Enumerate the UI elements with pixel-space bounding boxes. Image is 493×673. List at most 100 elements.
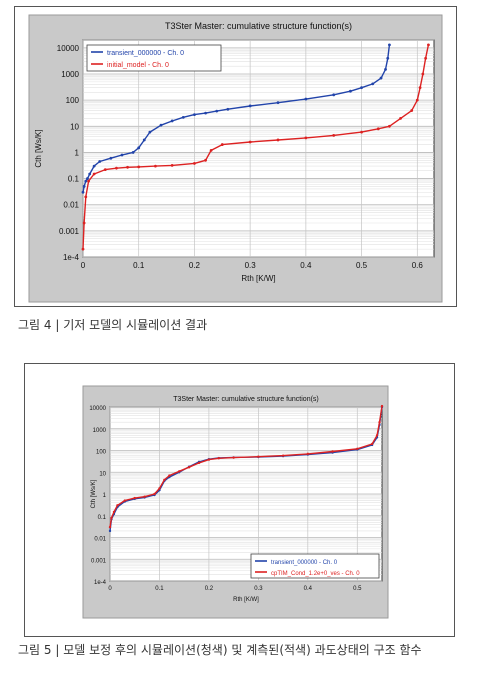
x-tick-label: 0.4	[300, 261, 312, 270]
legend: transient_000000 - Ch. 0 initial_model - …	[86, 44, 222, 72]
series-marker	[170, 119, 174, 123]
y-tick-label: 1e-4	[94, 580, 107, 586]
y-tick-label: 0.001	[91, 558, 107, 564]
series-marker	[332, 93, 336, 97]
y-tick-label: 10	[99, 471, 106, 477]
y-tick-label: 0.1	[98, 515, 107, 521]
series-marker	[356, 447, 359, 450]
series-marker	[81, 190, 85, 194]
series-marker	[332, 133, 336, 137]
plot-area	[82, 39, 435, 258]
figure-4-caption: 그림 4 | 기저 모델의 시뮬레이션 결과	[18, 318, 208, 332]
y-tick-label: 1	[103, 493, 107, 499]
series-marker	[193, 113, 196, 117]
series-marker	[380, 404, 384, 408]
chart-title: T3Ster Master: cumulative structure func…	[165, 21, 352, 31]
series-marker	[86, 177, 89, 180]
y-tick-label: 1000	[61, 70, 79, 79]
series-marker	[388, 43, 391, 47]
series-marker	[248, 104, 252, 108]
series-marker	[375, 434, 379, 437]
x-tick-label: 0	[81, 261, 86, 270]
series-marker	[84, 179, 88, 183]
series-marker	[110, 516, 113, 520]
y-tick-label: 1000	[93, 428, 107, 434]
y-tick-label: 10000	[89, 406, 106, 412]
series-marker	[116, 504, 119, 507]
series-marker	[204, 158, 207, 162]
legend-box	[250, 553, 380, 579]
series-marker	[226, 107, 230, 111]
x-tick-label: 0.3	[245, 261, 257, 270]
series-marker	[153, 492, 156, 496]
legend: transient_000000 - Ch. 0 cpTIM_Cond_1.2e+…	[250, 553, 380, 579]
x-tick-label: 0.6	[412, 261, 424, 270]
chart-title: T3Ster Master: cumulative structure func…	[173, 396, 319, 403]
y-tick-label: 1e-4	[63, 253, 80, 262]
series-marker	[120, 153, 124, 157]
x-tick-label: 0.2	[189, 261, 201, 270]
series-marker	[82, 185, 86, 188]
y-tick-label: 100	[66, 96, 80, 105]
x-axis-label: Rth [K/W]	[241, 274, 275, 283]
series-marker	[215, 109, 219, 113]
series-marker	[370, 442, 374, 446]
x-axis-label: Rth [K/W]	[233, 597, 259, 603]
legend-entry: cpTIM_Cond_1.2e+0_ves - Ch. 0	[271, 571, 360, 577]
legend-box	[86, 44, 222, 72]
series-marker	[112, 510, 116, 514]
series-marker	[306, 452, 310, 456]
series-marker	[154, 164, 157, 168]
series-marker	[331, 450, 334, 453]
series-marker	[82, 221, 86, 225]
series-marker	[126, 165, 129, 169]
series-marker	[168, 474, 171, 477]
series-marker	[349, 89, 352, 93]
series-marker	[187, 466, 191, 469]
y-tick-label: 100	[96, 450, 107, 456]
series-marker	[427, 43, 430, 47]
series-line	[109, 405, 383, 528]
series-marker	[276, 138, 280, 142]
series-marker	[399, 117, 402, 120]
series-marker	[115, 166, 118, 170]
x-tick-label: 0.1	[133, 261, 145, 270]
series-marker	[204, 111, 207, 115]
x-tick-label: 0.1	[155, 586, 164, 592]
series-marker	[103, 168, 107, 172]
series-marker	[257, 455, 260, 458]
series-marker	[207, 458, 211, 461]
series-marker	[170, 163, 174, 167]
series-marker	[360, 130, 363, 134]
series-marker	[108, 525, 112, 529]
series-marker	[142, 138, 146, 142]
legend-entry: initial_model - Ch. 0	[107, 62, 169, 69]
y-axis-label: Cth [Ws/K]	[34, 129, 43, 167]
x-tick-label: 0.5	[353, 586, 362, 592]
series-marker	[388, 124, 391, 128]
series-marker	[158, 487, 161, 490]
series-marker	[376, 127, 380, 131]
series-marker	[88, 172, 92, 176]
series-marker	[304, 97, 308, 101]
legend-entry: transient_000000 - Ch. 0	[271, 560, 338, 566]
series-marker	[360, 86, 363, 90]
series-marker	[131, 151, 135, 154]
series-marker	[379, 76, 383, 80]
series-marker	[137, 165, 141, 169]
figure-5-frame: 10000 1000 100 10 1 0.1 0.01 0.001 1e-4 0 0.1 0.2 0.…	[24, 363, 455, 637]
series-marker	[276, 101, 280, 105]
series-marker	[92, 172, 96, 176]
series-marker	[410, 109, 414, 112]
x-tick-label: 0.2	[205, 586, 214, 592]
x-tick-label: 0.3	[254, 586, 263, 592]
series-marker	[98, 160, 102, 163]
y-tick-label: 10	[70, 122, 79, 131]
y-tick-label: 0.01	[63, 201, 79, 210]
series-marker	[178, 470, 181, 473]
x-tick-label: 0	[108, 586, 112, 592]
series-marker	[378, 421, 381, 424]
structure-function-chart-1: 10000 1000 100 10 1 0.1 0.01 0.001 1e-40 0.1 0.2 0.…	[28, 14, 443, 303]
series-marker	[87, 179, 90, 183]
series-marker	[424, 56, 428, 60]
